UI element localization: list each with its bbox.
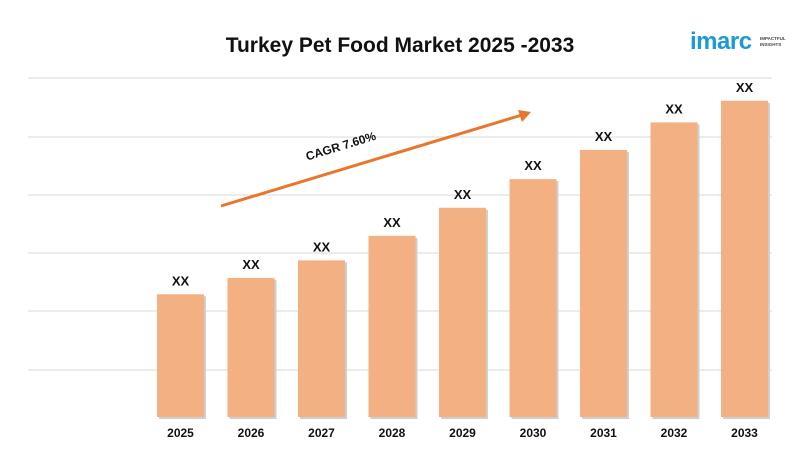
- x-tick-2029: 2029: [449, 426, 476, 440]
- cagr-arrow-head: [518, 110, 531, 122]
- bar-2031: [580, 149, 627, 418]
- data-label-2031: XX: [595, 129, 613, 144]
- imarc-logo: imarc IMPACTFUL INSIGHTS: [690, 28, 790, 58]
- x-axis-ticks: 2025 2026 2027 2028 2029 2030 2031 2032 2033: [167, 426, 758, 440]
- data-label-2033: XX: [736, 80, 754, 95]
- x-tick-2027: 2027: [308, 426, 335, 440]
- logo-wordmark: imarc: [690, 28, 752, 55]
- bar-2030: [509, 179, 557, 417]
- cagr-arrow: CAGR 7.60%: [220, 110, 531, 208]
- data-label-2026: XX: [242, 257, 260, 272]
- bar-2033: [721, 100, 768, 417]
- bar-2025: [157, 294, 204, 417]
- cagr-arrow-line: [220, 113, 523, 208]
- bar-2026: [227, 277, 275, 417]
- bar-2029: [439, 207, 486, 417]
- x-tick-2025: 2025: [167, 426, 194, 440]
- data-label-2032: XX: [665, 101, 683, 116]
- bar-2028: [368, 235, 416, 417]
- cagr-label: CAGR 7.60%: [304, 129, 378, 164]
- x-tick-2030: 2030: [520, 426, 547, 440]
- data-label-2025: XX: [172, 273, 190, 288]
- bar-2027: [298, 260, 345, 417]
- data-labels: XX XX XX XX XX XX XX XX XX: [172, 80, 754, 288]
- data-label-2027: XX: [313, 239, 331, 254]
- chart-title: Turkey Pet Food Market 2025 -2033: [225, 34, 575, 57]
- x-tick-2026: 2026: [238, 426, 265, 440]
- x-tick-2031: 2031: [590, 426, 617, 440]
- bars: [157, 100, 770, 420]
- bar-2032: [650, 122, 698, 418]
- x-tick-2032: 2032: [661, 426, 688, 440]
- x-tick-2033: 2033: [731, 426, 758, 440]
- data-label-2030: XX: [524, 158, 542, 173]
- data-label-2029: XX: [454, 187, 472, 202]
- data-label-2028: XX: [383, 215, 401, 230]
- logo-tagline: IMPACTFUL INSIGHTS: [760, 36, 786, 47]
- x-tick-2028: 2028: [379, 426, 406, 440]
